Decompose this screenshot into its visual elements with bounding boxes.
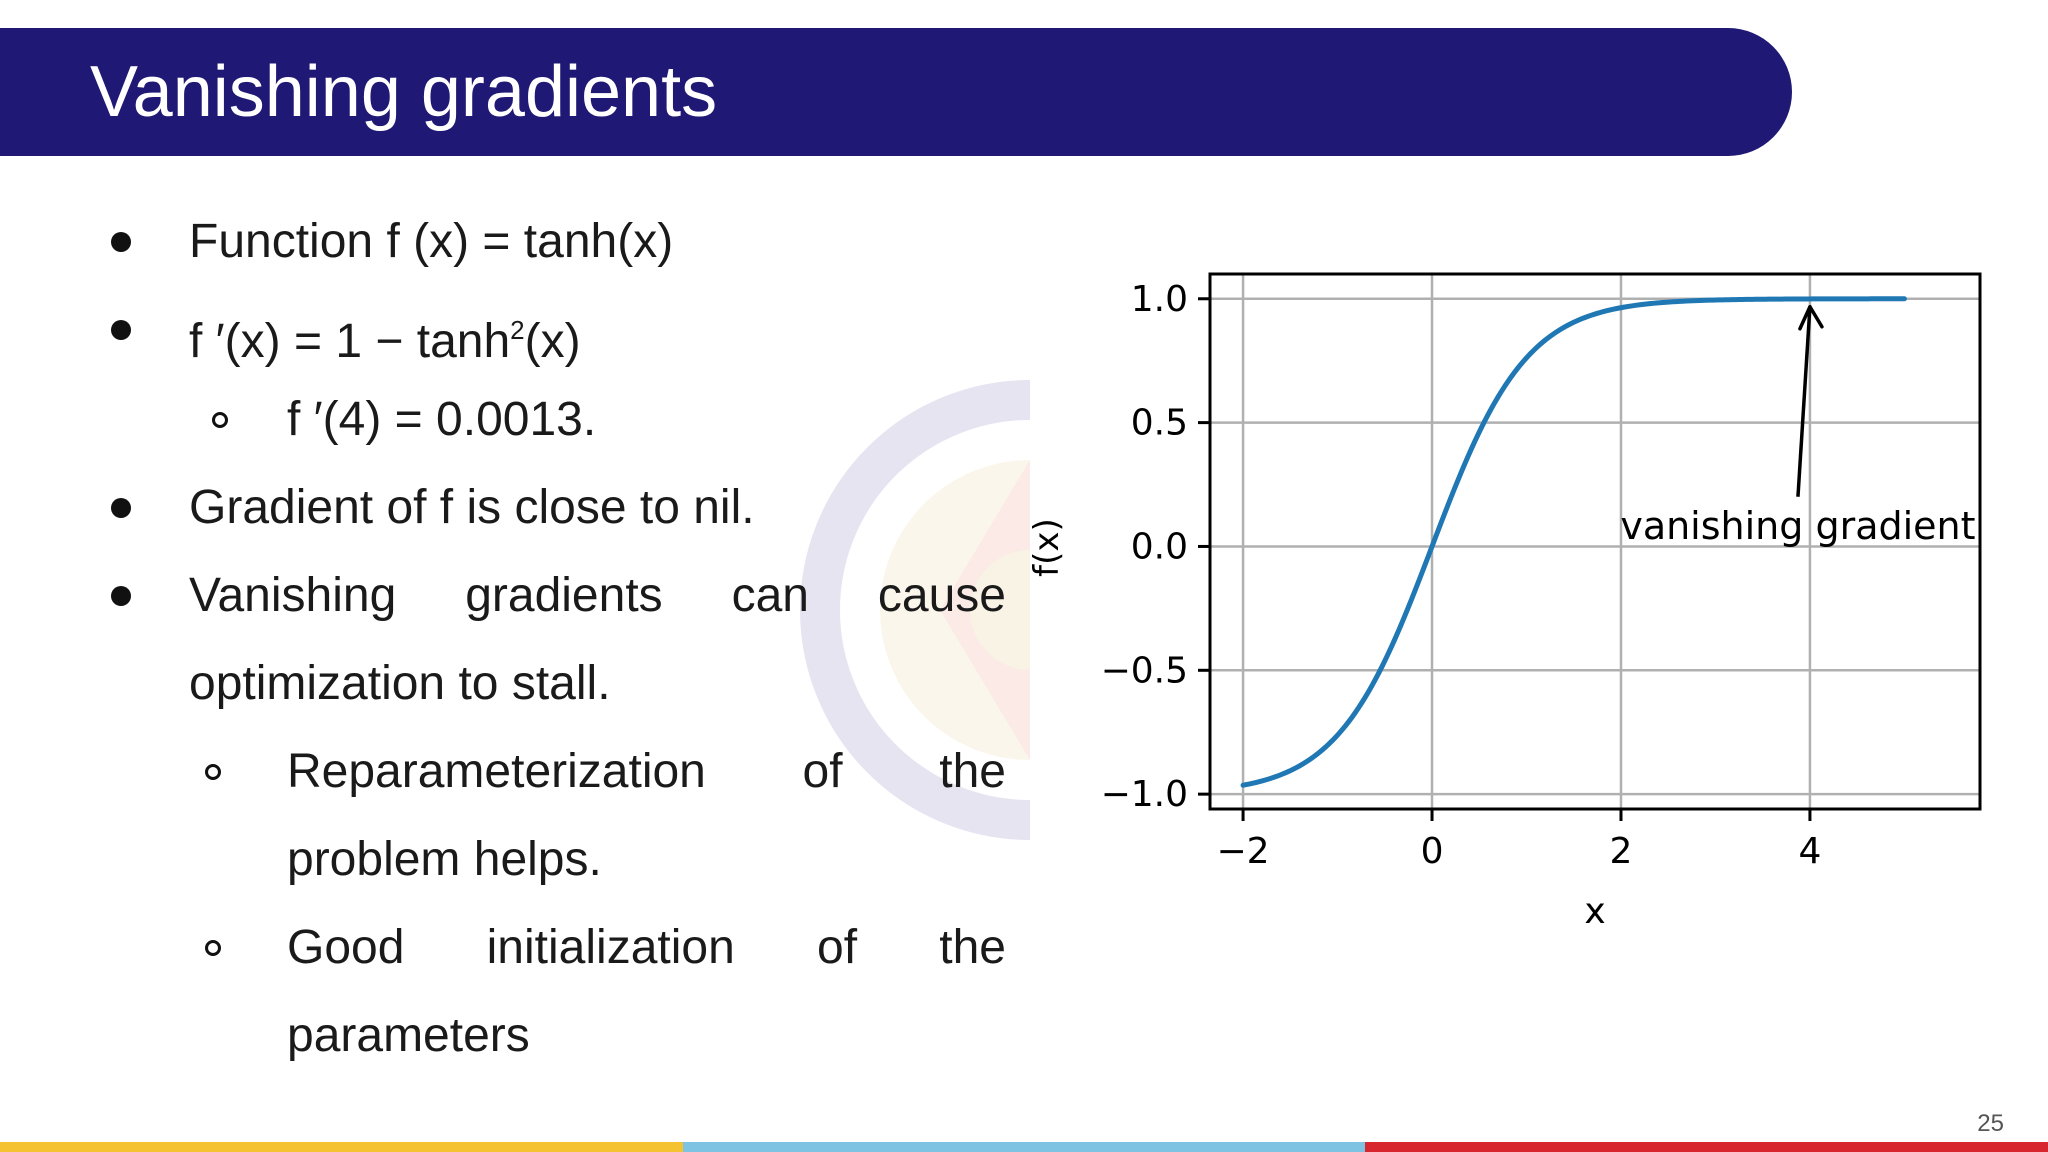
bullet-stall-line1: Vanishing gradients can cause [189, 566, 1006, 626]
bullet-function: Function f (x) = tanh(x) [189, 215, 674, 268]
derivative-text-end: (x) [524, 315, 581, 368]
plot-frame [1208, 272, 1982, 811]
bottom-color-strip [0, 1142, 2048, 1152]
word: initialization [486, 921, 735, 974]
y-tick-label: 0.0 [1131, 526, 1188, 567]
word: the [939, 745, 1006, 798]
tanh-curve [1240, 296, 1907, 788]
word: of [817, 921, 858, 974]
x-axis-label: x [1584, 891, 1605, 932]
y-tick-label: 1.0 [1131, 279, 1188, 320]
bullet-dot [111, 498, 131, 518]
sub-bullet-reparam-line2: problem helps. [287, 833, 602, 886]
bullet-derivative: f ′(x) = 1 − tanh2(x) [189, 300, 581, 372]
strip-yellow [0, 1142, 683, 1152]
bullet-dot [111, 320, 131, 340]
word: Reparameterization [287, 745, 706, 798]
sub-bullet-ring [212, 412, 228, 428]
word: Vanishing [189, 569, 397, 622]
derivative-exponent: 2 [510, 315, 525, 345]
sub-bullet-init-line2: parameters [287, 1009, 530, 1062]
page-number: 25 [1977, 1110, 2004, 1137]
sub-bullet-ring [205, 764, 221, 780]
word: gradients [465, 569, 663, 622]
slide-title: Vanishing gradients [90, 52, 718, 132]
annotation-arrow-shaft [1796, 306, 1812, 497]
chart-grid [1210, 274, 1980, 809]
bullet-dot [111, 586, 131, 606]
annotation-label: vanishing gradient [1620, 504, 1975, 548]
y-tick-label: −1.0 [1101, 774, 1188, 815]
x-tick-label: −2 [1217, 831, 1270, 872]
sub-bullet-reparam-line1: Reparameterization of the [287, 742, 1006, 802]
x-tick-label: 4 [1798, 831, 1821, 872]
y-tick-label: 0.5 [1131, 403, 1188, 444]
word: can [731, 569, 809, 622]
strip-blue [683, 1142, 1365, 1152]
tanh-chart: −2 0 2 4 −1.0 −0.5 0.0 0.5 1.0 vanishing gradien… [1030, 272, 1982, 932]
bullet-gradient: Gradient of f is close to nil. [189, 481, 755, 534]
x-tick-label: 0 [1421, 831, 1444, 872]
bullet-stall-line2: optimization to stall. [189, 657, 611, 710]
sub-bullet-value: f ′(4) = 0.0013. [287, 393, 597, 446]
word: of [802, 745, 843, 798]
derivative-text-start: f ′(x) = 1 − tanh [189, 315, 511, 368]
title-bar [0, 28, 1792, 156]
chart-ticks: −2 0 2 4 −1.0 −0.5 0.0 0.5 1.0 [1101, 279, 1822, 872]
bullet-list: Function f (x) = tanh(x) f ′(x) = 1 − ta… [0, 0, 1040, 1100]
bullet-dot [111, 232, 131, 252]
x-tick-label: 2 [1610, 831, 1633, 872]
annotation-arrow-head [1798, 305, 1824, 331]
word: the [939, 921, 1006, 974]
y-axis-label: f(x) [1030, 518, 1067, 577]
y-tick-label: −0.5 [1101, 650, 1188, 691]
strip-red [1365, 1142, 2048, 1152]
word: Good [287, 921, 405, 974]
chart-annotation: vanishing gradient [1620, 305, 1976, 548]
sub-bullet-ring [205, 940, 221, 956]
word: cause [877, 569, 1006, 622]
sub-bullet-init-line1: Good initialization of the [287, 918, 1006, 978]
